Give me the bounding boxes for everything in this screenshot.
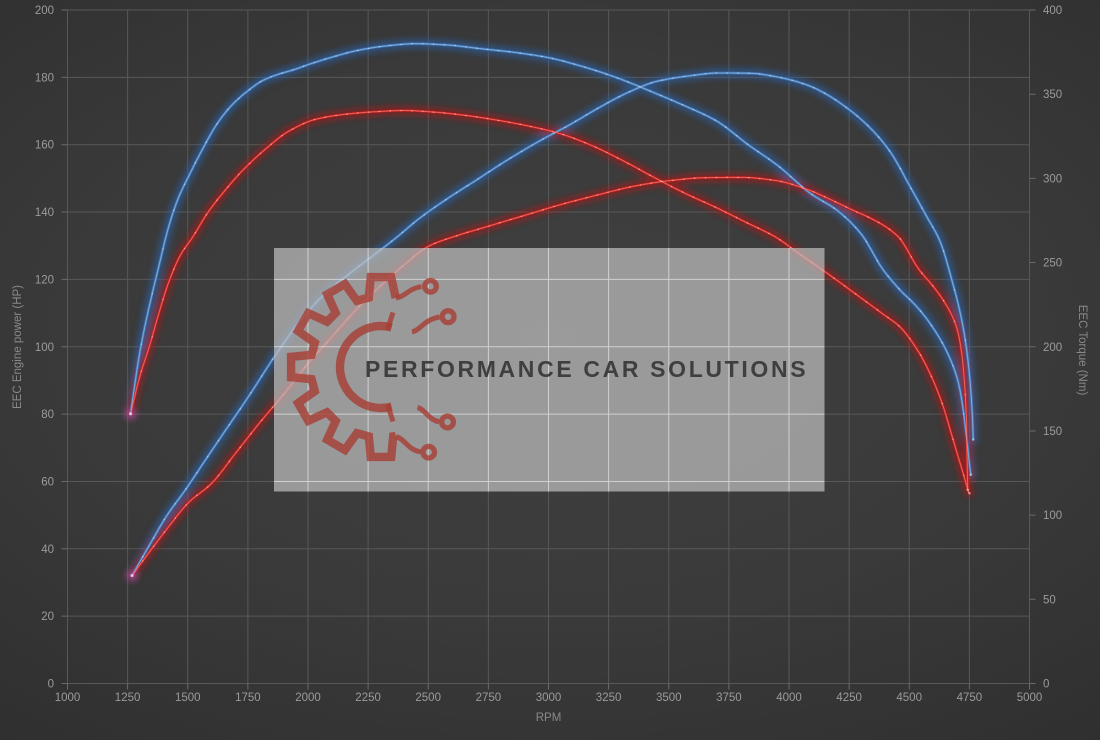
svg-text:1750: 1750 <box>235 692 261 704</box>
svg-text:350: 350 <box>1043 89 1062 101</box>
svg-text:3000: 3000 <box>536 692 562 704</box>
svg-text:160: 160 <box>35 140 54 152</box>
svg-text:150: 150 <box>1043 426 1062 438</box>
svg-text:4000: 4000 <box>776 692 802 704</box>
svg-text:20: 20 <box>41 611 54 623</box>
svg-text:400: 400 <box>1043 5 1062 17</box>
svg-text:180: 180 <box>35 72 54 84</box>
svg-text:2000: 2000 <box>295 692 321 704</box>
svg-text:200: 200 <box>35 5 54 17</box>
svg-text:1000: 1000 <box>55 692 81 704</box>
svg-text:4500: 4500 <box>896 692 922 704</box>
svg-text:40: 40 <box>41 544 54 556</box>
svg-text:200: 200 <box>1043 342 1062 354</box>
svg-text:4750: 4750 <box>957 692 983 704</box>
svg-text:1250: 1250 <box>115 692 141 704</box>
svg-text:60: 60 <box>41 476 54 488</box>
svg-text:RPM: RPM <box>536 712 562 724</box>
svg-text:3250: 3250 <box>596 692 622 704</box>
svg-text:140: 140 <box>35 207 54 219</box>
svg-text:120: 120 <box>35 274 54 286</box>
svg-text:2250: 2250 <box>355 692 381 704</box>
svg-text:100: 100 <box>1043 510 1062 522</box>
svg-text:2500: 2500 <box>415 692 441 704</box>
svg-text:250: 250 <box>1043 258 1062 270</box>
svg-text:EEC Engine power (HP): EEC Engine power (HP) <box>12 285 24 409</box>
svg-text:4250: 4250 <box>836 692 862 704</box>
svg-text:3500: 3500 <box>656 692 682 704</box>
svg-text:80: 80 <box>41 409 54 421</box>
svg-text:1500: 1500 <box>175 692 201 704</box>
svg-text:50: 50 <box>1043 594 1056 606</box>
svg-text:100: 100 <box>35 342 54 354</box>
svg-text:3750: 3750 <box>716 692 742 704</box>
svg-text:300: 300 <box>1043 173 1062 185</box>
svg-text:0: 0 <box>48 679 54 691</box>
svg-text:0: 0 <box>1043 679 1049 691</box>
svg-text:2750: 2750 <box>476 692 502 704</box>
svg-text:EEC Torque (Nm): EEC Torque (Nm) <box>1076 305 1088 396</box>
svg-text:PERFORMANCE CAR SOLUTIONS: PERFORMANCE CAR SOLUTIONS <box>365 356 808 382</box>
svg-text:5000: 5000 <box>1017 692 1043 704</box>
